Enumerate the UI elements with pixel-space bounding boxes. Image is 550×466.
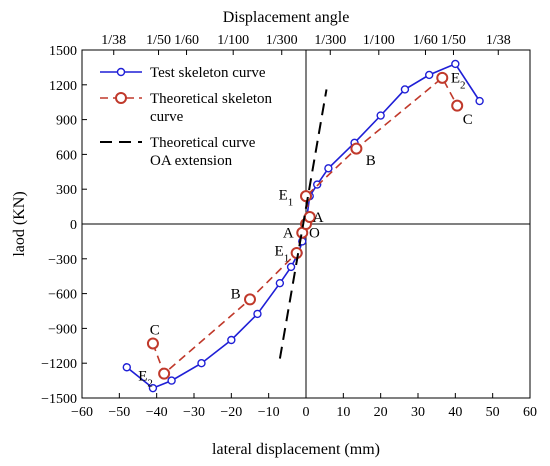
y-axis-title: laod (KN) (11, 191, 28, 256)
data-point-theory (300, 190, 312, 203)
top-tick-label: 1/60 (413, 33, 438, 48)
point-label: E2 (451, 70, 466, 91)
data-point-test (253, 309, 262, 319)
y-tick-label: −900 (48, 322, 77, 337)
point-label: E1 (279, 187, 294, 208)
data-point-theory (451, 99, 464, 112)
top-axis-title: Displacement angle (223, 9, 350, 26)
axes-layer: −60 −50 −40 −30 −20 −10 0 10 20 30 40 50 60−1500−120… (11, 9, 537, 458)
data-point-theory (146, 337, 159, 350)
data-point-theory (350, 142, 363, 155)
top-tick-label: 1/50 (441, 33, 466, 48)
data-point-test (451, 59, 460, 69)
x-tick-label: −20 (220, 405, 242, 420)
point-label: C (463, 112, 473, 128)
legend-swatch-marker (116, 67, 126, 77)
top-tick-label: 1/60 (174, 33, 199, 48)
x-tick-label: 20 (374, 405, 388, 420)
data-point-test (400, 85, 410, 94)
top-tick-label: 1/100 (217, 33, 249, 48)
data-point-test (167, 376, 176, 385)
series-layer (122, 59, 484, 393)
x-tick-label: 10 (336, 405, 350, 420)
point-label: A (283, 226, 294, 242)
data-point-theory (244, 293, 256, 306)
series-line-extension (278, 89, 328, 359)
point-label-subscript: 1 (284, 253, 290, 265)
point-label: C (150, 323, 160, 339)
y-tick-label: 300 (56, 183, 77, 198)
data-point-theory (436, 71, 449, 84)
data-point-test (324, 164, 333, 173)
data-point-test (227, 335, 236, 345)
data-point-theory (158, 367, 171, 380)
y-tick-label: 900 (56, 114, 77, 129)
top-tick-label: 1/50 (146, 33, 171, 48)
data-point-test (148, 383, 158, 393)
x-tick-label: 40 (448, 405, 462, 420)
x-tick-label: 0 (303, 405, 310, 420)
x-tick-label: −40 (146, 405, 168, 420)
x-tick-label: 30 (411, 405, 425, 420)
x-tick-label: 50 (486, 405, 500, 420)
legend-entry-extension: Theoretical curve OA extension (100, 135, 256, 169)
point-label: B (366, 153, 376, 169)
series-extension (278, 89, 328, 359)
legend-label: Test skeleton curve (150, 65, 266, 81)
legend-label: Theoretical skeleton (150, 91, 273, 107)
top-tick-label: 1/38 (101, 33, 126, 48)
top-tick-label: 1/300 (266, 33, 298, 48)
legend-entry-test: Test skeleton curve (100, 65, 266, 81)
data-point-test (475, 96, 484, 106)
point-label: B (231, 287, 241, 303)
point-label: O (309, 226, 320, 242)
data-point-test (286, 262, 296, 272)
point-label-subscript: 1 (288, 196, 294, 208)
y-tick-label: −1500 (41, 392, 77, 407)
series-theory (146, 71, 464, 380)
legend-label: OA extension (150, 153, 233, 169)
legend-label: Theoretical curve (150, 135, 256, 151)
legend-entry-theory: Theoretical skeleton curve (100, 91, 273, 125)
y-tick-label: 1200 (49, 79, 77, 94)
data-point-test (425, 70, 434, 80)
x-axis-title: lateral displacement (mm) (212, 441, 380, 458)
data-point-test (275, 278, 285, 288)
x-tick-label: 60 (523, 405, 537, 420)
point-label-subscript: 2 (460, 79, 466, 91)
data-point-test (122, 363, 132, 372)
legend: Test skeleton curve Theoretical skeleton … (100, 65, 273, 169)
point-label-subscript: 2 (147, 377, 153, 389)
top-tick-label: 1/100 (363, 33, 395, 48)
y-tick-label: −300 (48, 253, 77, 268)
data-point-test (197, 359, 206, 368)
y-tick-label: 1500 (49, 44, 77, 59)
point-label: E1 (275, 244, 290, 265)
data-point-test (376, 111, 385, 120)
point-label: E2 (138, 368, 153, 389)
x-tick-label: −30 (183, 405, 205, 420)
legend-label: curve (150, 109, 184, 125)
legend-swatch-marker (115, 92, 127, 104)
y-tick-label: 0 (70, 218, 77, 233)
x-tick-label: −10 (258, 405, 280, 420)
point-label: A (313, 210, 324, 226)
y-tick-label: −1200 (41, 357, 77, 372)
x-tick-label: −50 (108, 405, 130, 420)
top-tick-label: 1/300 (314, 33, 346, 48)
y-tick-label: −600 (48, 288, 77, 303)
y-tick-label: 600 (56, 148, 77, 163)
top-tick-label: 1/38 (486, 33, 511, 48)
x-tick-label: −60 (71, 405, 93, 420)
